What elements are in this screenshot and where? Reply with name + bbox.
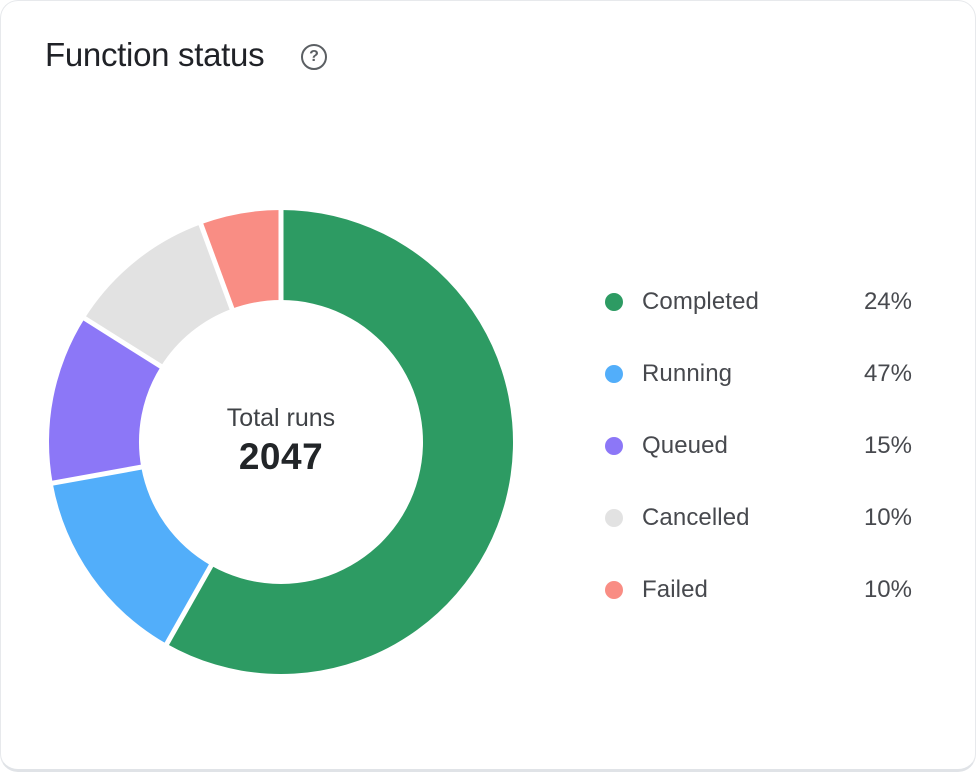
- donut-segment-queued[interactable]: [49, 318, 161, 484]
- legend-item-failed[interactable]: Failed 10%: [605, 554, 912, 626]
- legend-label: Running: [642, 360, 733, 387]
- legend-label: Queued: [642, 432, 729, 459]
- legend-label: Cancelled: [642, 504, 750, 531]
- legend-percent: 24%: [863, 288, 912, 315]
- legend-dot-failed: [605, 581, 623, 599]
- segment-gap-line: [46, 463, 148, 487]
- donut-segment-failed[interactable]: [200, 210, 281, 309]
- legend-percent: 47%: [863, 360, 912, 387]
- legend-dot-completed: [605, 293, 623, 311]
- donut-segment-running[interactable]: [52, 467, 212, 644]
- help-icon[interactable]: ?: [301, 44, 327, 70]
- legend-dot-running: [605, 365, 623, 383]
- help-icon-glyph: ?: [309, 48, 319, 65]
- legend-percent: 10%: [863, 576, 912, 603]
- legend-dot-cancelled: [605, 509, 623, 527]
- segment-gap-line: [196, 217, 237, 316]
- legend-label: Completed: [642, 288, 759, 315]
- legend-percent: 10%: [863, 504, 912, 531]
- legend-percent: 15%: [863, 432, 912, 459]
- legend-dot-queued: [605, 437, 623, 455]
- legend-item-cancelled[interactable]: Cancelled 10%: [605, 482, 912, 554]
- donut-segment-cancelled[interactable]: [84, 224, 232, 367]
- donut-chart[interactable]: [41, 202, 521, 682]
- donut-segment-completed[interactable]: [166, 210, 514, 674]
- segment-gap-line: [161, 559, 217, 651]
- chart-legend: Completed 24% Running 47% Queued 15% Cancelled…: [605, 266, 912, 626]
- page-title: Function status: [45, 36, 265, 73]
- legend-item-completed[interactable]: Completed 24%: [605, 266, 912, 338]
- legend-label: Failed: [642, 576, 708, 603]
- segment-gap-line: [78, 313, 168, 372]
- legend-item-running[interactable]: Running 47%: [605, 338, 912, 410]
- legend-item-queued[interactable]: Queued 15%: [605, 410, 912, 482]
